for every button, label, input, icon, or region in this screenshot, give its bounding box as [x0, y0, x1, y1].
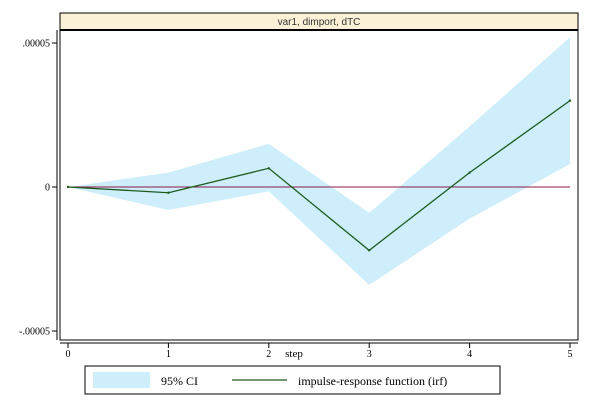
- legend-label-irf: impulse-response function (irf): [298, 374, 447, 388]
- legend-box: [84, 365, 501, 395]
- x-tick-label: 4: [467, 349, 472, 360]
- irf-point: [568, 99, 572, 102]
- legend-label-ci: 95% CI: [161, 374, 198, 388]
- x-tick-label: 0: [66, 349, 71, 360]
- y-tick-label: 0: [45, 183, 50, 194]
- x-tick-label: 1: [166, 349, 171, 360]
- irf-line: [67, 100, 571, 252]
- y-tick-label: -.00005: [19, 327, 50, 338]
- irf-point: [66, 185, 70, 189]
- y-ticks: .00005 0 -.00005: [19, 39, 57, 338]
- x-tick-label: 5: [568, 349, 573, 360]
- irf-point: [368, 249, 371, 252]
- marks-layer: [66, 37, 572, 285]
- legend-swatch-ci: [93, 372, 150, 388]
- ci-band: [68, 37, 570, 285]
- x-axis-title: step: [285, 348, 303, 360]
- y-tick-label: .00005: [23, 39, 51, 50]
- irf-point: [468, 171, 471, 174]
- panel-title: var1, dimport, dTC: [278, 17, 361, 28]
- x-ticks: 0 1 2 3 4 5: [66, 343, 573, 360]
- x-tick-label: 2: [266, 349, 271, 360]
- x-tick-label: 3: [367, 349, 372, 360]
- irf-point: [167, 191, 170, 194]
- irf-point: [267, 167, 270, 170]
